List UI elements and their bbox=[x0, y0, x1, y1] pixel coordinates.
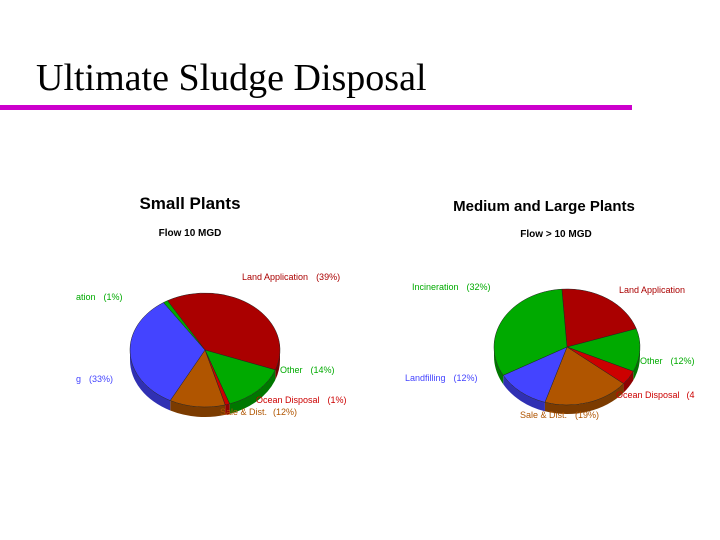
pie-side-incineration bbox=[494, 347, 504, 385]
medium-large-subtitle: Flow > 10 MGD bbox=[520, 229, 591, 240]
pie-slice-unlabeled-4 bbox=[129, 302, 206, 401]
label-incineration: Incineration (32%) bbox=[412, 282, 491, 292]
pie-slice-incineration bbox=[493, 288, 568, 376]
pie-slice-unlabeled-5 bbox=[163, 300, 206, 351]
label-sale-dist: Sale & Dist. (19%) bbox=[520, 410, 599, 420]
small-plants-chart: Small Plants Flow 10 MGD Land Applicatio… bbox=[76, 194, 347, 417]
pie-side-unlabeled-4 bbox=[130, 350, 171, 411]
label-other: Other (14%) bbox=[280, 365, 335, 375]
slide-title: Ultimate Sludge Disposal bbox=[36, 57, 427, 99]
title-rule bbox=[0, 105, 632, 110]
medium-large-title: Medium and Large Plants bbox=[453, 198, 635, 215]
label-landfilling-partial: g (33%) bbox=[76, 374, 113, 384]
pie-slice-other bbox=[204, 349, 276, 405]
label-land-application: Land Application bbox=[619, 285, 685, 295]
small-plants-title: Small Plants bbox=[139, 194, 240, 213]
pie-side-other bbox=[633, 347, 640, 381]
pie-side-ocean-disposal bbox=[225, 403, 230, 415]
label-ation: ation (1%) bbox=[76, 292, 123, 302]
medium-large-pie bbox=[493, 288, 641, 414]
label-landfilling: Landfilling (12%) bbox=[405, 373, 478, 383]
pie-side-ocean-disposal bbox=[623, 371, 634, 393]
pie-slice-land-application bbox=[167, 292, 281, 371]
pie-slice-land-application bbox=[561, 288, 637, 348]
label-land-application: Land Application (39%) bbox=[242, 272, 340, 282]
small-plants-subtitle: Flow 10 MGD bbox=[159, 228, 222, 239]
label-other: Other (12%) bbox=[640, 356, 695, 366]
label-sale-dist: Sale & Dist. (12%) bbox=[220, 407, 297, 417]
label-ocean-disposal: Ocean Disposal (1%) bbox=[256, 395, 347, 405]
pie-slice-sale-dist bbox=[544, 346, 624, 406]
pie-side-sale-dist bbox=[170, 400, 226, 417]
label-ocean-disposal: Ocean Disposal (4 bbox=[616, 390, 695, 400]
pie-side-landfilling bbox=[503, 375, 545, 412]
pie-side-sale-dist bbox=[544, 383, 624, 414]
medium-large-plants-chart: Medium and Large Plants Flow > 10 MGD In… bbox=[405, 198, 695, 420]
small-plants-pie bbox=[129, 292, 281, 417]
pie-side-other bbox=[229, 369, 276, 414]
